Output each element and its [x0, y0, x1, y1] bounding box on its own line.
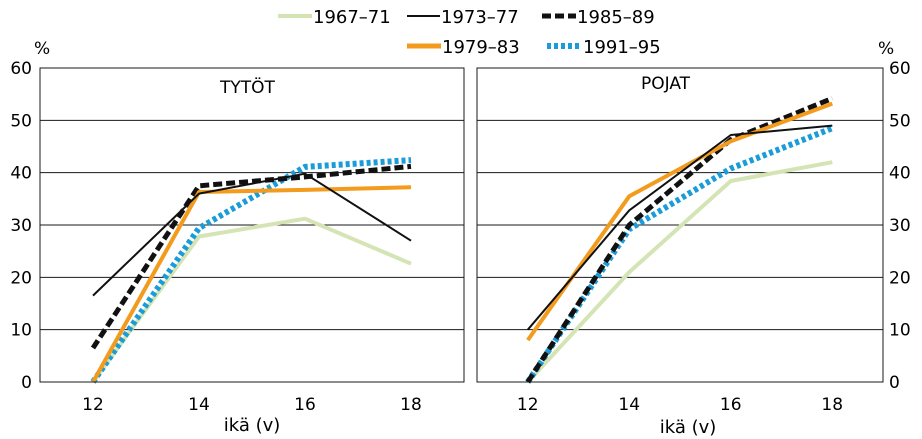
legend: 1967–71 1973–77 1985–89 1979–83 1991–95	[278, 7, 661, 58]
chart-panel-pojat: 0 10 20 30 40 50 60 12 14 16 18 % POJAT ikä (v)	[476, 39, 911, 438]
legend-label-1973-77: 1973–77	[441, 7, 519, 28]
y-tick-label: 30	[889, 216, 911, 236]
series-line-1967-71	[91, 216, 412, 384]
legend-label-1991-95: 1991–95	[583, 37, 661, 58]
y-tick-label: 20	[889, 268, 911, 288]
series-line-1979-83	[91, 185, 412, 383]
legend-label-1985-89: 1985–89	[577, 7, 655, 28]
x-tick-label: 16	[720, 395, 742, 415]
x-axis-label: ikä (v)	[660, 417, 717, 438]
y-tick-label: 60	[889, 59, 911, 79]
y-tick-label: 50	[889, 111, 911, 131]
series-lines	[525, 96, 834, 384]
legend-item-1973-77: 1973–77	[407, 7, 519, 28]
y-tick-label: 40	[10, 164, 32, 184]
series-line-1985-89	[90, 163, 412, 350]
y-unit-label: %	[878, 39, 894, 59]
grid-lines	[40, 119, 464, 331]
x-tick-labels: 12 14 16 18	[82, 395, 422, 415]
y-tick-label: 50	[10, 111, 32, 131]
series-line-1979-83	[526, 101, 833, 342]
y-tick-label: 40	[889, 164, 911, 184]
y-tick-label: 60	[10, 59, 32, 79]
x-tick-label: 18	[821, 395, 843, 415]
legend-item-1979-83: 1979–83	[407, 37, 520, 58]
y-tick-label: 0	[21, 373, 32, 393]
y-tick-label: 20	[10, 268, 32, 288]
x-tick-label: 14	[188, 395, 210, 415]
panel-title: POJAT	[641, 74, 691, 94]
y-tick-label: 0	[889, 373, 900, 393]
x-axis-label: ikä (v)	[224, 415, 281, 436]
legend-label-1979-83: 1979–83	[442, 37, 520, 58]
series-line-1967-71	[526, 160, 833, 384]
series-line-1991-95	[90, 157, 412, 384]
y-tick-labels: 0 10 20 30 40 50 60	[889, 59, 911, 393]
y-tick-labels: 0 10 20 30 40 50 60	[10, 59, 32, 393]
legend-item-1991-95: 1991–95	[547, 37, 661, 58]
x-tick-label: 12	[82, 395, 104, 415]
series-line-1991-95	[525, 125, 834, 384]
series-line-1973-77	[527, 124, 833, 331]
legend-item-1985-89: 1985–89	[542, 7, 655, 28]
series-lines	[90, 157, 412, 384]
plot-frame	[39, 67, 465, 383]
x-tick-label: 12	[517, 395, 539, 415]
x-tick-label: 16	[294, 395, 316, 415]
panel-title: TYTÖT	[219, 76, 276, 98]
plot-frame	[476, 67, 884, 383]
x-tick-label: 14	[618, 395, 640, 415]
series-line-1985-89	[525, 96, 834, 384]
legend-label-1967-71: 1967–71	[313, 7, 391, 28]
y-tick-label: 30	[10, 216, 32, 236]
chart-panel-tytot: 0 10 20 30 40 50 60 12 14 16 18 % TYTÖT ikä (v)	[10, 39, 465, 436]
y-tick-label: 10	[10, 321, 32, 341]
x-tick-labels: 12 14 16 18	[517, 395, 843, 415]
legend-item-1967-71: 1967–71	[278, 7, 391, 28]
y-unit-label: %	[34, 39, 50, 59]
y-tick-label: 10	[889, 321, 911, 341]
x-tick-label: 18	[400, 395, 422, 415]
series-line-1973-77	[92, 172, 412, 297]
